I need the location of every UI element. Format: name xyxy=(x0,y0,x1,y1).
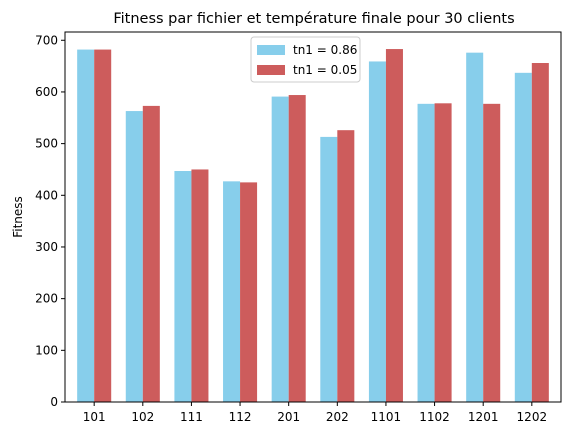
bar-series1-202 xyxy=(320,136,338,402)
legend-label-series2: tn1 = 0.05 xyxy=(293,63,357,77)
y-tick-label-600: 600 xyxy=(35,85,58,99)
bar-series2-201 xyxy=(288,95,306,402)
x-tick-label-1201: 1201 xyxy=(468,410,499,424)
bar-series2-101 xyxy=(94,49,112,402)
bar-series1-101 xyxy=(77,49,95,402)
bar-series1-1102 xyxy=(417,103,435,402)
bar-series2-1102 xyxy=(434,103,452,402)
bar-series2-102 xyxy=(142,105,160,403)
chart-title: Fitness par fichier et température final… xyxy=(113,11,514,27)
y-tick-label-100: 100 xyxy=(35,343,58,357)
x-axis: 101 102 111 112 201 202 1101 1102 1201 1202 xyxy=(83,402,547,424)
bar-series2-112 xyxy=(240,182,258,402)
bar-series2-1201 xyxy=(483,103,501,402)
plot-frame xyxy=(64,31,562,403)
x-tick-label-1102: 1102 xyxy=(419,410,450,424)
bar-series2-1101 xyxy=(385,49,403,403)
x-tick-label-101: 101 xyxy=(83,410,106,424)
y-tick-label-0: 0 xyxy=(50,395,58,409)
bar-series1-111 xyxy=(174,171,192,402)
bar-series1-1201 xyxy=(466,52,484,403)
x-tick-label-112: 112 xyxy=(229,410,252,424)
y-tick-label-200: 200 xyxy=(35,292,58,306)
y-tick-label-400: 400 xyxy=(35,188,58,202)
bar-series1-201 xyxy=(271,96,289,402)
legend-swatch-series2 xyxy=(257,65,285,75)
bar-series1-112 xyxy=(223,181,241,402)
legend: tn1 = 0.86 tn1 = 0.05 xyxy=(250,36,361,83)
legend-swatch-series1 xyxy=(257,45,285,55)
bar-series1-102 xyxy=(125,111,143,402)
y-axis: 0 100 200 300 400 500 600 700 xyxy=(35,33,65,409)
bars-group xyxy=(77,49,549,403)
bar-series2-1202 xyxy=(531,63,549,402)
y-tick-label-500: 500 xyxy=(35,137,58,151)
x-tick-label-1202: 1202 xyxy=(517,410,548,424)
x-tick-label-201: 201 xyxy=(277,410,300,424)
x-tick-label-202: 202 xyxy=(326,410,349,424)
bar-series2-111 xyxy=(191,169,209,402)
x-tick-label-111: 111 xyxy=(180,410,203,424)
legend-label-series1: tn1 = 0.86 xyxy=(293,43,357,57)
bar-series1-1202 xyxy=(514,72,532,402)
bar-series2-202 xyxy=(337,130,355,402)
x-tick-label-1101: 1101 xyxy=(371,410,402,424)
y-tick-label-700: 700 xyxy=(35,33,58,47)
x-tick-label-102: 102 xyxy=(131,410,154,424)
y-tick-label-300: 300 xyxy=(35,240,58,254)
y-axis-label: Fitness xyxy=(11,196,25,238)
bar-series1-1101 xyxy=(368,61,386,403)
